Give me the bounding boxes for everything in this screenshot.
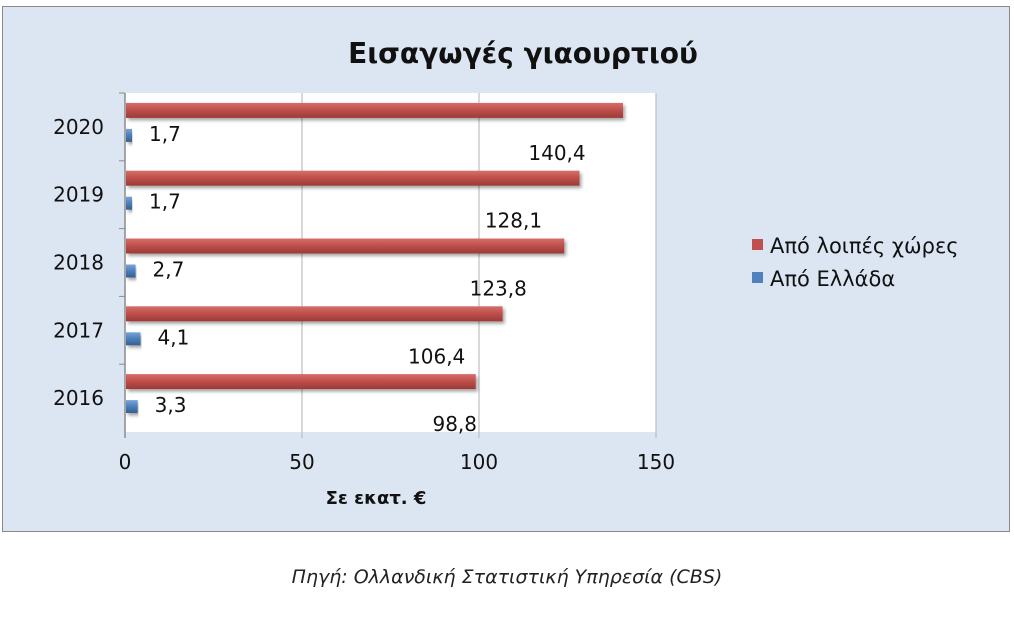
legend-label-other-countries: Από λοιπές χώρες [770,234,959,258]
bar-greece-2016 [126,400,138,414]
bar-greece-2018 [126,264,136,278]
bar-greece-2020 [126,128,133,142]
data-label-greece: 1,7 [149,190,181,214]
data-label-other-countries: 106,4 [408,344,465,368]
chart-frame: Εισαγωγές γιαουρτιού 0 50 100 150 2020 2019 2… [2,6,1010,532]
x-tick-label: 100 [460,450,498,474]
data-labels: 140,4 1,7 128,1 1,7 123,8 2,7 106,4 4,1 98,8 3,3 [149,122,586,436]
data-label-greece: 1,7 [149,122,181,146]
legend-label-greece: Από Ελλάδα [770,267,895,291]
x-axis-ticks: 0 50 100 150 [119,450,675,474]
x-tick-label: 150 [637,450,675,474]
bar-greece-2017 [126,332,141,346]
chart-title: Εισαγωγές γιαουρτιού [348,37,698,70]
x-tick-label: 0 [119,450,132,474]
category-label: 2019 [53,183,104,207]
data-label-greece: 4,1 [158,325,190,349]
category-label: 2018 [53,251,104,275]
data-label-other-countries: 123,8 [470,277,527,301]
data-label-other-countries: 140,4 [528,141,585,165]
data-label-greece: 2,7 [153,258,185,282]
bar-other-countries-2016 [126,374,476,390]
category-label: 2016 [53,386,104,410]
category-label: 2020 [53,115,104,139]
gridlines [124,93,657,438]
legend-swatch-greece [752,272,763,283]
legend-swatch-other-countries [752,239,763,250]
bar-greece-2019 [126,196,133,210]
x-tick-label: 50 [289,450,314,474]
bar-chart: Εισαγωγές γιαουρτιού 0 50 100 150 202020192… [53,37,959,509]
data-label-greece: 3,3 [155,393,187,417]
bar-other-countries-2018 [126,238,565,254]
bar-other-countries-2017 [126,306,503,322]
data-label-other-countries: 98,8 [432,412,477,436]
bar-other-countries-2019 [126,170,580,186]
data-label-other-countries: 128,1 [485,209,542,233]
category-label: 2017 [53,318,104,342]
bar-other-countries-2020 [126,102,624,118]
x-axis-title: Σε εκατ. € [326,488,427,509]
bars [126,102,624,414]
y-axis-categories: 2020 2019 2018 2017 2016 [53,92,125,410]
source-caption: Πηγή: Ολλανδική Στατιστική Υπηρεσία (CBS… [291,566,723,588]
legend: Από λοιπές χώρες Από Ελλάδα [752,234,959,291]
